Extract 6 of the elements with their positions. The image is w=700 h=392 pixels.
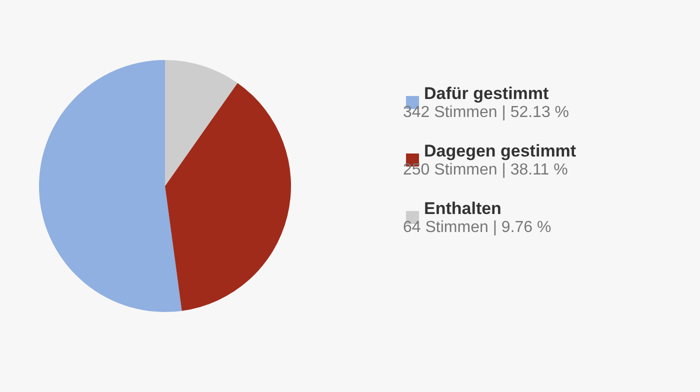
legend-label: Enthalten: [424, 199, 502, 218]
legend-label: Dafür gestimmt: [424, 84, 550, 103]
legend-label: Dagegen gestimmt: [424, 142, 576, 160]
data-label: 250 Stimmen | 38.11 %: [403, 162, 568, 178]
data-label: 342 Stimmen | 52.13 %: [403, 104, 570, 121]
data-label: 64 Stimmen | 9.76 %: [403, 219, 552, 236]
